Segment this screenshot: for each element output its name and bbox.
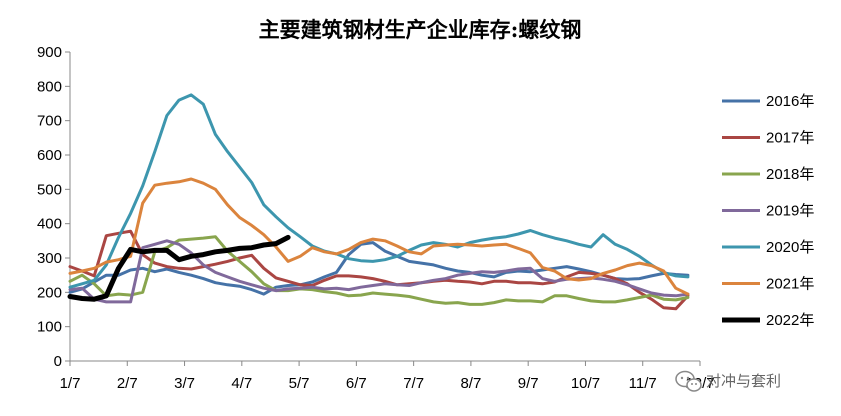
y-tick-label: 300 bbox=[37, 250, 62, 267]
series-line-2022年 bbox=[67, 234, 291, 302]
watermark: 对冲与套利 bbox=[675, 370, 781, 392]
legend-label: 2022年 bbox=[766, 312, 814, 329]
legend-label: 2017年 bbox=[766, 130, 814, 147]
chart-title: 主要建筑钢材生产企业库存:螺纹钢 bbox=[259, 17, 582, 42]
series-line-2017年 bbox=[68, 229, 690, 311]
y-tick-label: 500 bbox=[37, 181, 62, 198]
series-lines bbox=[67, 93, 690, 311]
legend-label: 2018年 bbox=[766, 166, 814, 183]
series-line-2016年 bbox=[68, 241, 690, 296]
legend-label: 2016年 bbox=[766, 93, 814, 110]
x-tick-label: 5/7 bbox=[289, 375, 310, 392]
x-tick-label: 9/7 bbox=[518, 375, 539, 392]
y-tick-label: 200 bbox=[37, 284, 62, 301]
wechat-icon bbox=[675, 370, 702, 392]
y-tick-label: 600 bbox=[37, 147, 62, 164]
series-line-2020年 bbox=[68, 93, 690, 289]
x-tick-label: 3/7 bbox=[174, 375, 195, 392]
y-tick-label: 100 bbox=[37, 319, 62, 336]
y-tick-label: 800 bbox=[37, 78, 62, 95]
x-tick-label: 4/7 bbox=[231, 375, 252, 392]
y-tick-label: 0 bbox=[54, 353, 62, 370]
series-line-2021年 bbox=[68, 177, 690, 296]
y-tick-label: 700 bbox=[37, 113, 62, 130]
legend-label: 2019年 bbox=[766, 203, 814, 220]
legend-label: 2021年 bbox=[766, 276, 814, 293]
legend: 2016年 2017年 2018年 2019年 2020年 2021年 2022年 bbox=[722, 93, 814, 329]
watermark-text: 对冲与套利 bbox=[706, 372, 781, 390]
y-tick-labels: 0 100 200 300 400 500 600 700 800 900 bbox=[37, 44, 62, 370]
legend-label: 2020年 bbox=[766, 239, 814, 256]
y-tick-label: 400 bbox=[37, 216, 62, 233]
y-tick-label: 900 bbox=[37, 44, 62, 61]
x-tick-label: 10/7 bbox=[571, 375, 600, 392]
x-tick-label: 11/7 bbox=[629, 375, 657, 392]
x-tick-labels: 1/72/73/74/75/76/77/78/79/710/711/712/7 bbox=[60, 375, 715, 392]
axes bbox=[65, 51, 701, 366]
x-tick-label: 6/7 bbox=[346, 375, 367, 392]
x-tick-label: 2/7 bbox=[117, 375, 138, 392]
x-tick-label: 7/7 bbox=[403, 375, 424, 392]
x-tick-label: 1/7 bbox=[60, 375, 81, 392]
x-tick-label: 8/7 bbox=[460, 375, 481, 392]
